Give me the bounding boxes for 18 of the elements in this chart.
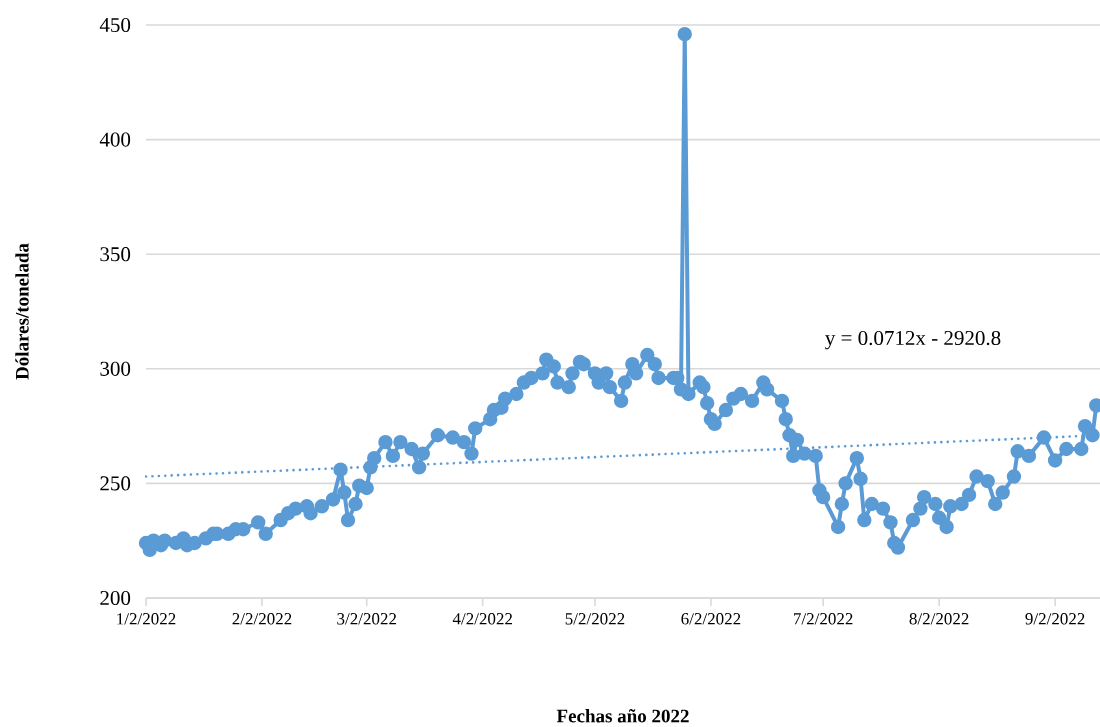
y-tick-label: 300 (100, 361, 131, 376)
x-tick-label: 3/2/2022 (337, 613, 397, 625)
x-tick-label: 2/2/2022 (232, 613, 292, 625)
y-tick-label: 450 (99, 17, 131, 33)
y-tick-label: 400 (99, 132, 131, 147)
x-tick-label: 4/2/2022 (452, 613, 512, 625)
x-tick-label: 5/2/2022 (565, 613, 625, 625)
x-tick-label: 6/2/2022 (681, 613, 741, 625)
annotation: y = 0.0712x - 2920.8 (825, 330, 1001, 350)
y-tick-label: 200 (100, 590, 131, 606)
y-axis-title: Dólares/tonelada (15, 243, 29, 380)
x-axis-title: Fechas año 2022 (556, 709, 689, 723)
x-tick-label: 1/2/2022 (117, 613, 176, 625)
x-tick-label: 7/2/2022 (794, 613, 853, 625)
x-tick-label: 8/2/2022 (909, 613, 969, 625)
x-tick-label: 9/2/2022 (1025, 613, 1085, 625)
y-tick-label: 250 (100, 476, 131, 491)
y-tick-label: 350 (100, 247, 131, 262)
